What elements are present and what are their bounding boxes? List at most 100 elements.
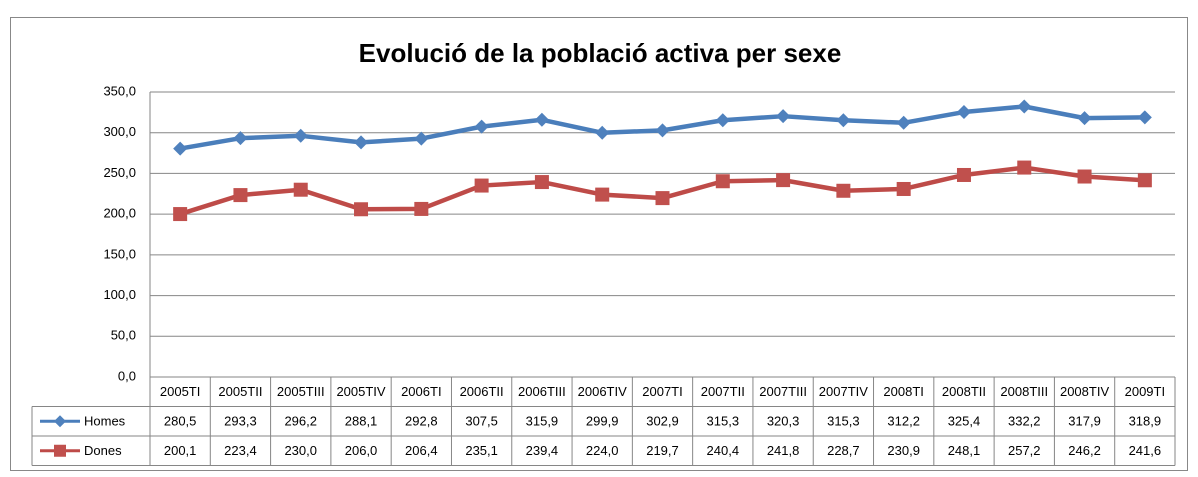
marker	[896, 181, 911, 196]
table-value: 206,4	[405, 443, 438, 458]
marker	[956, 167, 971, 182]
table-value: 299,9	[586, 414, 619, 429]
table-value: 224,0	[586, 443, 619, 458]
chart-border	[10, 17, 1188, 471]
table-value: 315,9	[526, 414, 559, 429]
table-value: 296,2	[284, 414, 317, 429]
marker	[836, 183, 851, 198]
table-value: 320,3	[767, 414, 800, 429]
table-value: 230,9	[887, 443, 920, 458]
marker	[414, 131, 429, 146]
x-tick-label: 2006TIII	[518, 384, 566, 399]
table-value: 325,4	[948, 414, 981, 429]
marker	[1077, 169, 1092, 184]
table-value: 307,5	[465, 414, 498, 429]
table-value: 200,1	[164, 443, 197, 458]
marker	[595, 187, 610, 202]
marker	[1017, 160, 1032, 175]
table-value: 315,3	[827, 414, 860, 429]
marker	[173, 207, 188, 222]
x-tick-label: 2008TIII	[1000, 384, 1048, 399]
marker	[715, 113, 730, 128]
y-tick-label: 200,0	[103, 206, 136, 221]
marker	[1137, 173, 1152, 188]
marker	[173, 141, 188, 156]
x-tick-label: 2005TIV	[336, 384, 385, 399]
table-value: 246,2	[1068, 443, 1101, 458]
marker	[233, 131, 248, 146]
legend-marker	[54, 444, 66, 457]
marker	[896, 115, 911, 130]
x-tick-label: 2005TII	[218, 384, 262, 399]
x-tick-label: 2007TIII	[759, 384, 807, 399]
x-tick-label: 2007TI	[642, 384, 682, 399]
x-tick-label: 2008TI	[883, 384, 923, 399]
table-value: 223,4	[224, 443, 257, 458]
table-value: 257,2	[1008, 443, 1041, 458]
marker	[836, 113, 851, 128]
table-value: 239,4	[526, 443, 559, 458]
x-tick-label: 2006TI	[401, 384, 441, 399]
marker	[474, 178, 489, 193]
y-tick-label: 50,0	[111, 328, 136, 343]
marker	[715, 174, 730, 189]
x-tick-label: 2007TII	[701, 384, 745, 399]
marker	[956, 105, 971, 120]
table-value: 312,2	[887, 414, 920, 429]
legend-marker	[54, 415, 66, 428]
x-tick-label: 2009TI	[1125, 384, 1165, 399]
table-value: 292,8	[405, 414, 438, 429]
marker	[414, 201, 429, 216]
marker	[233, 188, 248, 203]
y-tick-label: 150,0	[103, 246, 136, 261]
x-tick-label: 2006TIV	[578, 384, 627, 399]
y-tick-label: 250,0	[103, 165, 136, 180]
marker	[1137, 110, 1152, 125]
y-tick-label: 0,0	[118, 368, 136, 383]
marker	[776, 109, 791, 124]
marker	[1077, 111, 1092, 126]
x-tick-label: 2008TII	[942, 384, 986, 399]
x-tick-label: 2005TI	[160, 384, 200, 399]
table-value: 293,3	[224, 414, 257, 429]
x-tick-label: 2008TIV	[1060, 384, 1109, 399]
marker	[655, 123, 670, 138]
table-value: 332,2	[1008, 414, 1041, 429]
table-value: 317,9	[1068, 414, 1101, 429]
x-tick-label: 2005TIII	[277, 384, 325, 399]
marker	[474, 119, 489, 134]
y-tick-label: 300,0	[103, 124, 136, 139]
chart-title: Evolució de la població activa per sexe	[359, 38, 842, 68]
y-tick-label: 350,0	[103, 83, 136, 98]
table-value: 240,4	[707, 443, 740, 458]
marker	[655, 191, 670, 206]
marker	[293, 128, 308, 143]
marker	[776, 173, 791, 188]
marker	[354, 135, 369, 150]
y-tick-label: 100,0	[103, 287, 136, 302]
table-value: 235,1	[465, 443, 498, 458]
table-value: 248,1	[948, 443, 981, 458]
marker	[293, 182, 308, 197]
marker	[534, 112, 549, 127]
table-value: 280,5	[164, 414, 197, 429]
x-tick-label: 2007TIV	[819, 384, 868, 399]
table-value: 318,9	[1129, 414, 1162, 429]
table-value: 219,7	[646, 443, 679, 458]
marker	[1017, 99, 1032, 114]
table-value: 230,0	[284, 443, 317, 458]
table-value: 288,1	[345, 414, 378, 429]
table-value: 241,6	[1129, 443, 1162, 458]
table-value: 241,8	[767, 443, 800, 458]
table-value: 315,3	[707, 414, 740, 429]
legend-label: Dones	[84, 443, 122, 458]
legend-label: Homes	[84, 414, 126, 429]
marker	[354, 202, 369, 217]
table-value: 302,9	[646, 414, 679, 429]
x-tick-label: 2006TII	[460, 384, 504, 399]
table-value: 228,7	[827, 443, 860, 458]
marker	[595, 125, 610, 140]
marker	[534, 175, 549, 190]
table-value: 206,0	[345, 443, 378, 458]
